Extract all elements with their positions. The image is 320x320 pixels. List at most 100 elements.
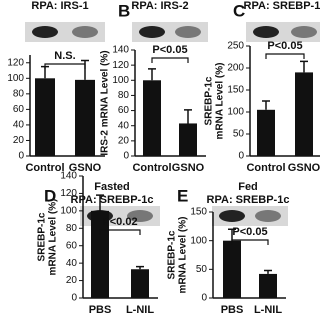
y-tick-label: 140	[112, 45, 129, 56]
significance-label: P<0.02	[102, 216, 137, 228]
blot-band	[291, 26, 317, 38]
y-axis-label: IRS-2 mRNA Level (%)	[100, 50, 111, 155]
y-tick-label: 150	[190, 207, 207, 218]
y-tick-label: 50	[233, 129, 245, 140]
y-tick-label: 60	[118, 105, 130, 116]
x-tick-label: Control	[246, 162, 285, 174]
blot-band	[255, 210, 281, 222]
y-axis-label: mRNA Level (%)	[215, 63, 226, 140]
y-axis-label: SREBP-1c	[167, 230, 178, 279]
error-bar	[184, 109, 192, 124]
x-tick-label: Control	[25, 162, 64, 174]
y-tick-label: 50	[196, 264, 208, 275]
y-tick-label: 150	[227, 85, 244, 96]
panel-title: RPA: IRS-1	[31, 0, 88, 12]
blot-band	[72, 26, 98, 38]
blot-band	[253, 26, 279, 38]
y-tick-label: 20	[13, 135, 25, 146]
significance-label: P<0.05	[232, 226, 267, 238]
y-axis-label: mRNA Level (%)	[48, 199, 59, 276]
significance-label: N.S.	[54, 50, 75, 62]
y-tick-label: 0	[71, 293, 77, 304]
error-bar	[264, 269, 272, 274]
panel-letter: D	[44, 186, 56, 205]
y-tick-label: 20	[66, 275, 78, 286]
panel-letter: B	[118, 1, 130, 20]
error-bar	[262, 100, 270, 110]
bar	[75, 79, 95, 156]
y-tick-label: 80	[118, 90, 130, 101]
y-axis-label: SREBP-1c	[37, 212, 48, 261]
error-bar	[136, 265, 144, 270]
error-bar	[148, 68, 156, 81]
y-tick-label: 0	[18, 151, 24, 162]
significance-bracket	[265, 53, 305, 59]
x-tick-label: PBS	[89, 304, 112, 316]
y-tick-label: 40	[66, 258, 78, 269]
blot-band	[127, 210, 153, 222]
y-tick-label: 100	[190, 235, 207, 246]
panel-title: RPA: SREBP-1c	[71, 194, 154, 206]
y-tick-label: 120	[112, 60, 129, 71]
y-tick-label: 60	[13, 104, 25, 115]
y-tick-label: 100	[60, 205, 77, 216]
significance-bracket	[99, 229, 141, 235]
panel-title: RPA: SREBP-1c	[244, 0, 320, 12]
x-tick-label: L-NIL	[126, 304, 154, 316]
y-tick-label: 250	[227, 41, 244, 52]
bar	[295, 72, 313, 156]
x-tick-label: GSNO	[172, 162, 205, 174]
y-tick-label: 80	[13, 88, 25, 99]
y-axis-label: mRNA Level (%)	[178, 217, 189, 294]
error-bar	[228, 228, 236, 241]
y-tick-label: 200	[227, 63, 244, 74]
y-tick-label: 20	[118, 135, 130, 146]
y-tick-label: 100	[227, 107, 244, 118]
bar	[35, 78, 55, 156]
bar	[259, 273, 277, 298]
y-tick-label: 80	[66, 223, 78, 234]
blot-band	[175, 26, 201, 38]
bar	[179, 123, 197, 156]
error-bar	[81, 59, 89, 80]
y-tick-label: 120	[60, 188, 77, 199]
significance-bracket	[231, 239, 269, 245]
x-tick-label: GSNO	[288, 162, 320, 174]
x-tick-label: GSNO	[69, 162, 102, 174]
y-tick-label: 40	[13, 120, 25, 131]
significance-bracket	[151, 57, 189, 63]
y-tick-label: 100	[112, 75, 129, 86]
y-tick-label: 140	[60, 171, 77, 182]
panel-subtitle: Fasted	[94, 181, 129, 193]
panel-letter: C	[233, 1, 245, 20]
y-tick-label: 60	[66, 240, 78, 251]
panel-letter: E	[177, 186, 188, 205]
y-tick-label: 0	[201, 293, 207, 304]
y-tick-label: 40	[118, 120, 130, 131]
x-tick-label: Control	[132, 162, 171, 174]
panel-title: RPA: SREBP-1c	[207, 194, 290, 206]
panel-subtitle: Fed	[238, 181, 258, 193]
significance-bracket	[44, 63, 86, 69]
blot-band	[32, 26, 58, 38]
y-axis-label: SREBP-1c	[204, 76, 215, 125]
y-tick-label: 0	[123, 151, 129, 162]
y-tick-label: 100	[7, 73, 24, 84]
blot-band	[139, 26, 165, 38]
error-bar	[96, 194, 104, 211]
bar	[143, 80, 161, 156]
blot-band	[219, 210, 245, 222]
bar	[257, 109, 275, 156]
error-bar	[300, 60, 308, 73]
y-tick-label: 120	[7, 57, 24, 68]
bar	[223, 240, 241, 298]
bar	[131, 269, 149, 298]
bar	[91, 210, 109, 298]
significance-label: P<0.05	[267, 40, 302, 52]
y-tick-label: 0	[238, 151, 244, 162]
panel-title: RPA: IRS-2	[131, 0, 188, 12]
x-tick-label: PBS	[221, 304, 244, 316]
x-tick-label: L-NIL	[254, 304, 282, 316]
